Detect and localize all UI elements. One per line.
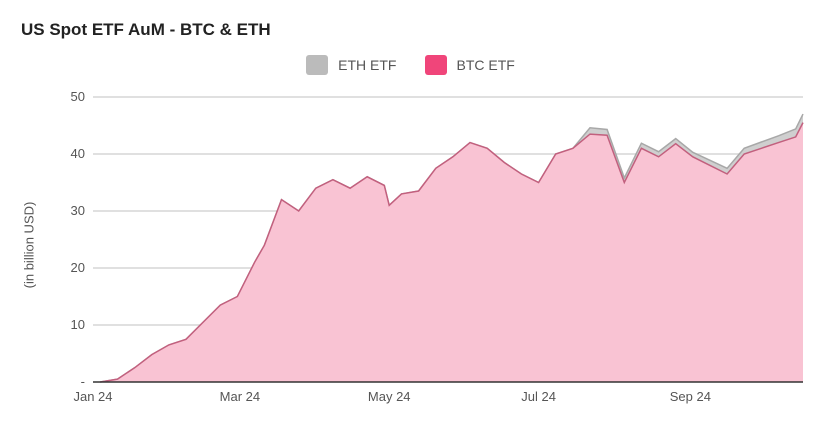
y-tick-label: 10 bbox=[71, 317, 85, 332]
btc-line bbox=[100, 122, 804, 383]
y-tick-label: 20 bbox=[71, 260, 85, 275]
x-tick-label: Jan 24 bbox=[73, 389, 112, 404]
x-tick-label: May 24 bbox=[368, 389, 411, 404]
legend-label-btc: BTC ETF bbox=[456, 57, 515, 73]
x-tick-label: Mar 24 bbox=[220, 389, 260, 404]
legend-item-btc[interactable]: BTC ETF bbox=[424, 55, 515, 75]
chart-title: US Spot ETF AuM - BTC & ETH bbox=[21, 20, 271, 39]
legend: ETH ETF BTC ETF bbox=[0, 55, 821, 75]
y-tick-label: - bbox=[81, 374, 85, 389]
x-tick-label: Sep 24 bbox=[670, 389, 711, 404]
legend-label-eth: ETH ETF bbox=[338, 57, 397, 73]
legend-item-eth[interactable]: ETH ETF bbox=[306, 55, 397, 75]
btc-area bbox=[100, 122, 804, 382]
y-tick-label: 40 bbox=[71, 146, 85, 161]
legend-swatch-btc bbox=[424, 55, 447, 75]
y-tick-label: 30 bbox=[71, 203, 85, 218]
legend-swatch-eth bbox=[306, 55, 329, 75]
x-tick-label: Jul 24 bbox=[521, 389, 556, 404]
y-tick-label: 50 bbox=[71, 89, 85, 104]
